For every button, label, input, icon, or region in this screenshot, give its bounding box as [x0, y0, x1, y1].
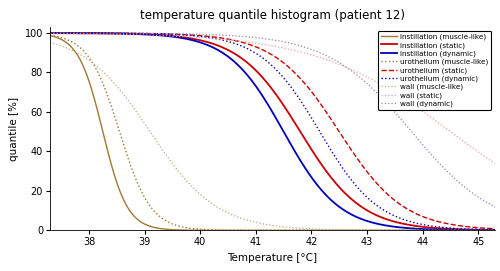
Title: temperature quantile histogram (patient 12): temperature quantile histogram (patient … — [140, 9, 405, 22]
Y-axis label: quantile [%]: quantile [%] — [9, 97, 19, 161]
Legend: instillation (muscle-like), instillation (static), instillation (dynamic), uroth: instillation (muscle-like), instillation… — [378, 31, 492, 110]
X-axis label: Temperature [°C]: Temperature [°C] — [228, 253, 318, 263]
